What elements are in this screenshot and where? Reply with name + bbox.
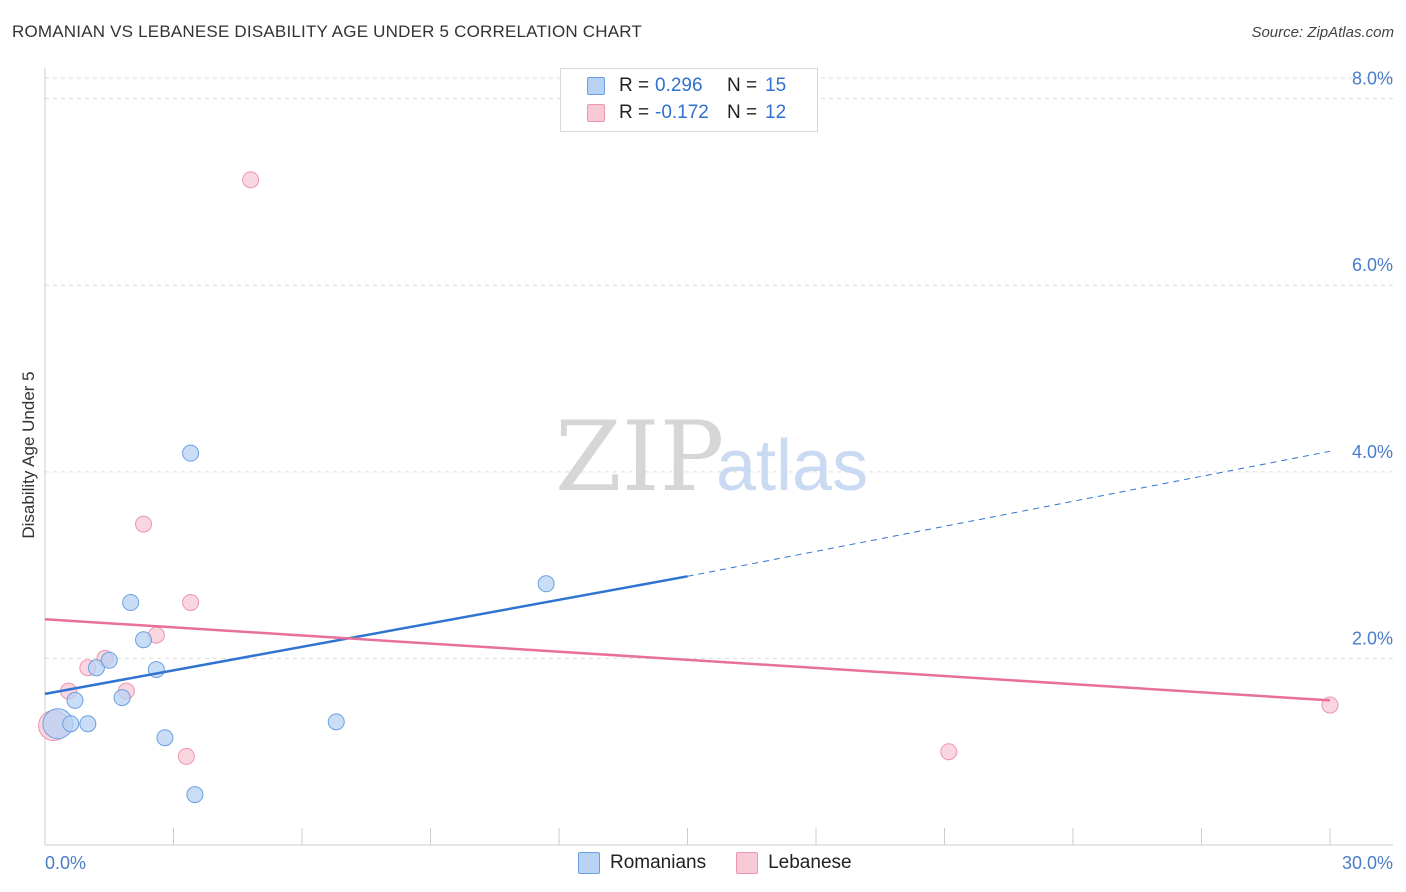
romanians-point xyxy=(182,444,200,462)
romanians-point xyxy=(122,593,140,611)
watermark-zip: ZIP xyxy=(555,401,724,513)
romanians-point xyxy=(186,786,204,804)
x-tick-label-max: 30.0% xyxy=(1342,853,1393,873)
n-label: N = xyxy=(727,75,758,96)
watermark: ZIP atlas xyxy=(555,401,868,513)
lebanese-point xyxy=(177,747,195,765)
n-value: 12 xyxy=(765,102,787,123)
series-legend: Romanians Lebanese xyxy=(578,852,882,874)
romanians-point xyxy=(113,689,131,707)
lebanese-trend-line xyxy=(44,617,1331,702)
stats-legend: R = 0.296 N = 15 R = -0.172 N = 12 xyxy=(560,68,818,132)
legend-item-lebanese[interactable]: Lebanese xyxy=(736,852,852,874)
grid-lines xyxy=(45,77,1393,659)
romanians-point xyxy=(537,575,555,593)
legend-row-lebanese: R = -0.172 N = 12 xyxy=(587,100,786,126)
romanians-point xyxy=(66,691,84,709)
y-tick-label: 8.0% xyxy=(1352,69,1393,89)
r-value: -0.172 xyxy=(655,102,709,123)
lebanese-point xyxy=(182,593,200,611)
n-value: 15 xyxy=(765,75,787,96)
romanians-point xyxy=(135,631,153,649)
romanians-legend-swatch xyxy=(578,852,600,874)
legend-row-romanians: R = 0.296 N = 15 xyxy=(587,73,786,99)
lebanese-swatch xyxy=(587,104,605,122)
y-tick-label: 6.0% xyxy=(1352,255,1393,275)
romanians-point xyxy=(79,715,97,733)
r-label: R = xyxy=(619,102,650,123)
n-label: N = xyxy=(727,102,758,123)
romanians-point xyxy=(156,729,174,747)
y-tick-label: 2.0% xyxy=(1352,628,1393,648)
romanians-point xyxy=(62,715,80,733)
x-tick-label-min: 0.0% xyxy=(45,853,86,873)
lebanese-legend-swatch xyxy=(736,852,759,874)
lebanese-point xyxy=(940,743,958,761)
trend-lines xyxy=(44,450,1331,702)
legend-item-romanians[interactable]: Romanians xyxy=(578,852,706,874)
romanians-point xyxy=(87,659,105,677)
romanians-swatch xyxy=(587,77,605,95)
y-axis-label: Disability Age Under 5 xyxy=(19,371,38,538)
chart-title: ROMANIAN VS LEBANESE DISABILITY AGE UNDE… xyxy=(12,22,643,41)
data-points xyxy=(38,171,1339,804)
watermark-atlas: atlas xyxy=(716,426,868,506)
romanians-point xyxy=(100,651,118,669)
source-label: Source: ZipAtlas.com xyxy=(1251,24,1394,41)
legend-label-lebanese: Lebanese xyxy=(768,852,852,873)
lebanese-point xyxy=(242,171,260,189)
r-value: 0.296 xyxy=(655,75,703,96)
legend-label-romanians: Romanians xyxy=(610,852,707,873)
x-ticks xyxy=(44,828,1331,845)
r-label: R = xyxy=(619,75,650,96)
y-tick-label: 4.0% xyxy=(1352,442,1393,462)
y-tick-labels: 2.0% 4.0% 6.0% 8.0% xyxy=(1352,69,1393,649)
romanians-point xyxy=(327,713,345,731)
lebanese-point xyxy=(135,515,153,533)
romanians-trend-line xyxy=(44,575,688,696)
